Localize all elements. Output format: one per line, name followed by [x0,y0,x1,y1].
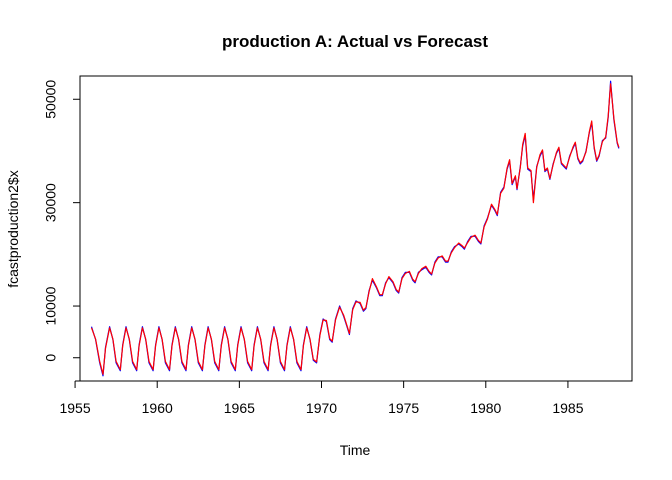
x-tick-label: 1975 [388,400,419,416]
x-axis: 1955 1960 1965 1970 1975 1980 1985 [59,380,584,416]
x-tick-label: 1960 [142,400,173,416]
series-line-red [90,83,620,375]
chart-title: production A: Actual vs Forecast [222,32,488,51]
y-tick-label: 0 [43,354,59,362]
y-tick-label: 10000 [43,286,59,325]
x-tick-label: 1980 [470,400,501,416]
x-axis-label: Time [340,442,371,458]
y-axis-label: fcastproduction2$x [5,170,21,288]
x-tick-label: 1955 [59,400,90,416]
plot-frame [79,75,633,382]
y-tick-label: 50000 [43,80,59,119]
series-layer [90,80,620,377]
series-line-blue [90,80,620,377]
x-tick-label: 1970 [306,400,337,416]
x-tick-label: 1965 [224,400,255,416]
x-tick-label: 1985 [552,400,583,416]
y-axis: 0 10000 30000 50000 [43,80,81,362]
y-tick-label: 30000 [43,183,59,222]
